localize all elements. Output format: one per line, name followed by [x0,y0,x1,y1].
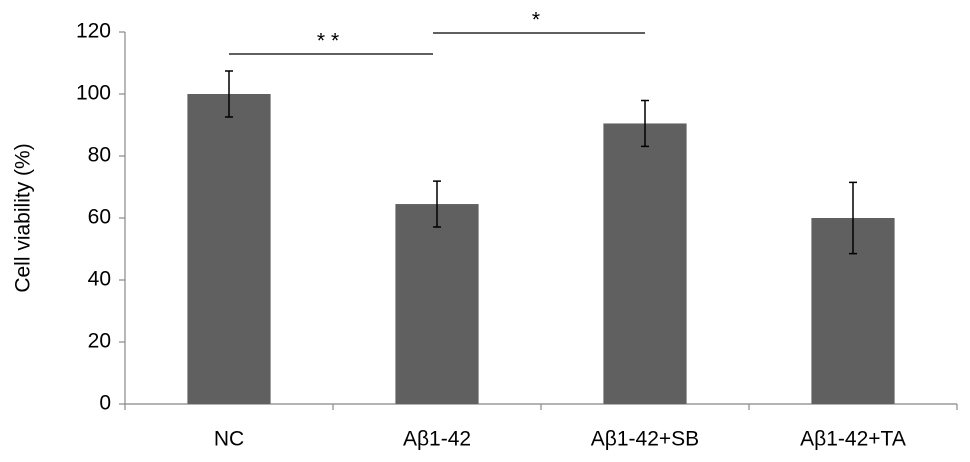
bar [603,123,687,404]
x-tick-label: Aβ1-42+SB [591,428,699,451]
bar [395,204,479,404]
y-tick-label: 20 [88,330,111,353]
x-tick-label: NC [214,428,244,451]
error-bar [641,99,649,148]
significance-label: ** [317,30,345,53]
x-tick-label: Aβ1-42 [403,428,471,451]
y-axis-label: Cell viability (%) [12,143,35,292]
y-tick-label: 40 [88,268,111,291]
y-tick-label: 60 [88,206,111,229]
significance-label: * [532,9,546,32]
y-tick-label: 0 [99,392,111,415]
error-bar [433,180,441,228]
x-tick-label: Aβ1-42+TA [800,428,906,451]
y-tick-label: 100 [76,82,111,105]
error-bar [225,70,233,118]
y-tick-label: 80 [88,144,111,167]
y-tick-label: 120 [76,20,111,43]
bar [187,94,271,404]
error-bar [849,181,857,255]
